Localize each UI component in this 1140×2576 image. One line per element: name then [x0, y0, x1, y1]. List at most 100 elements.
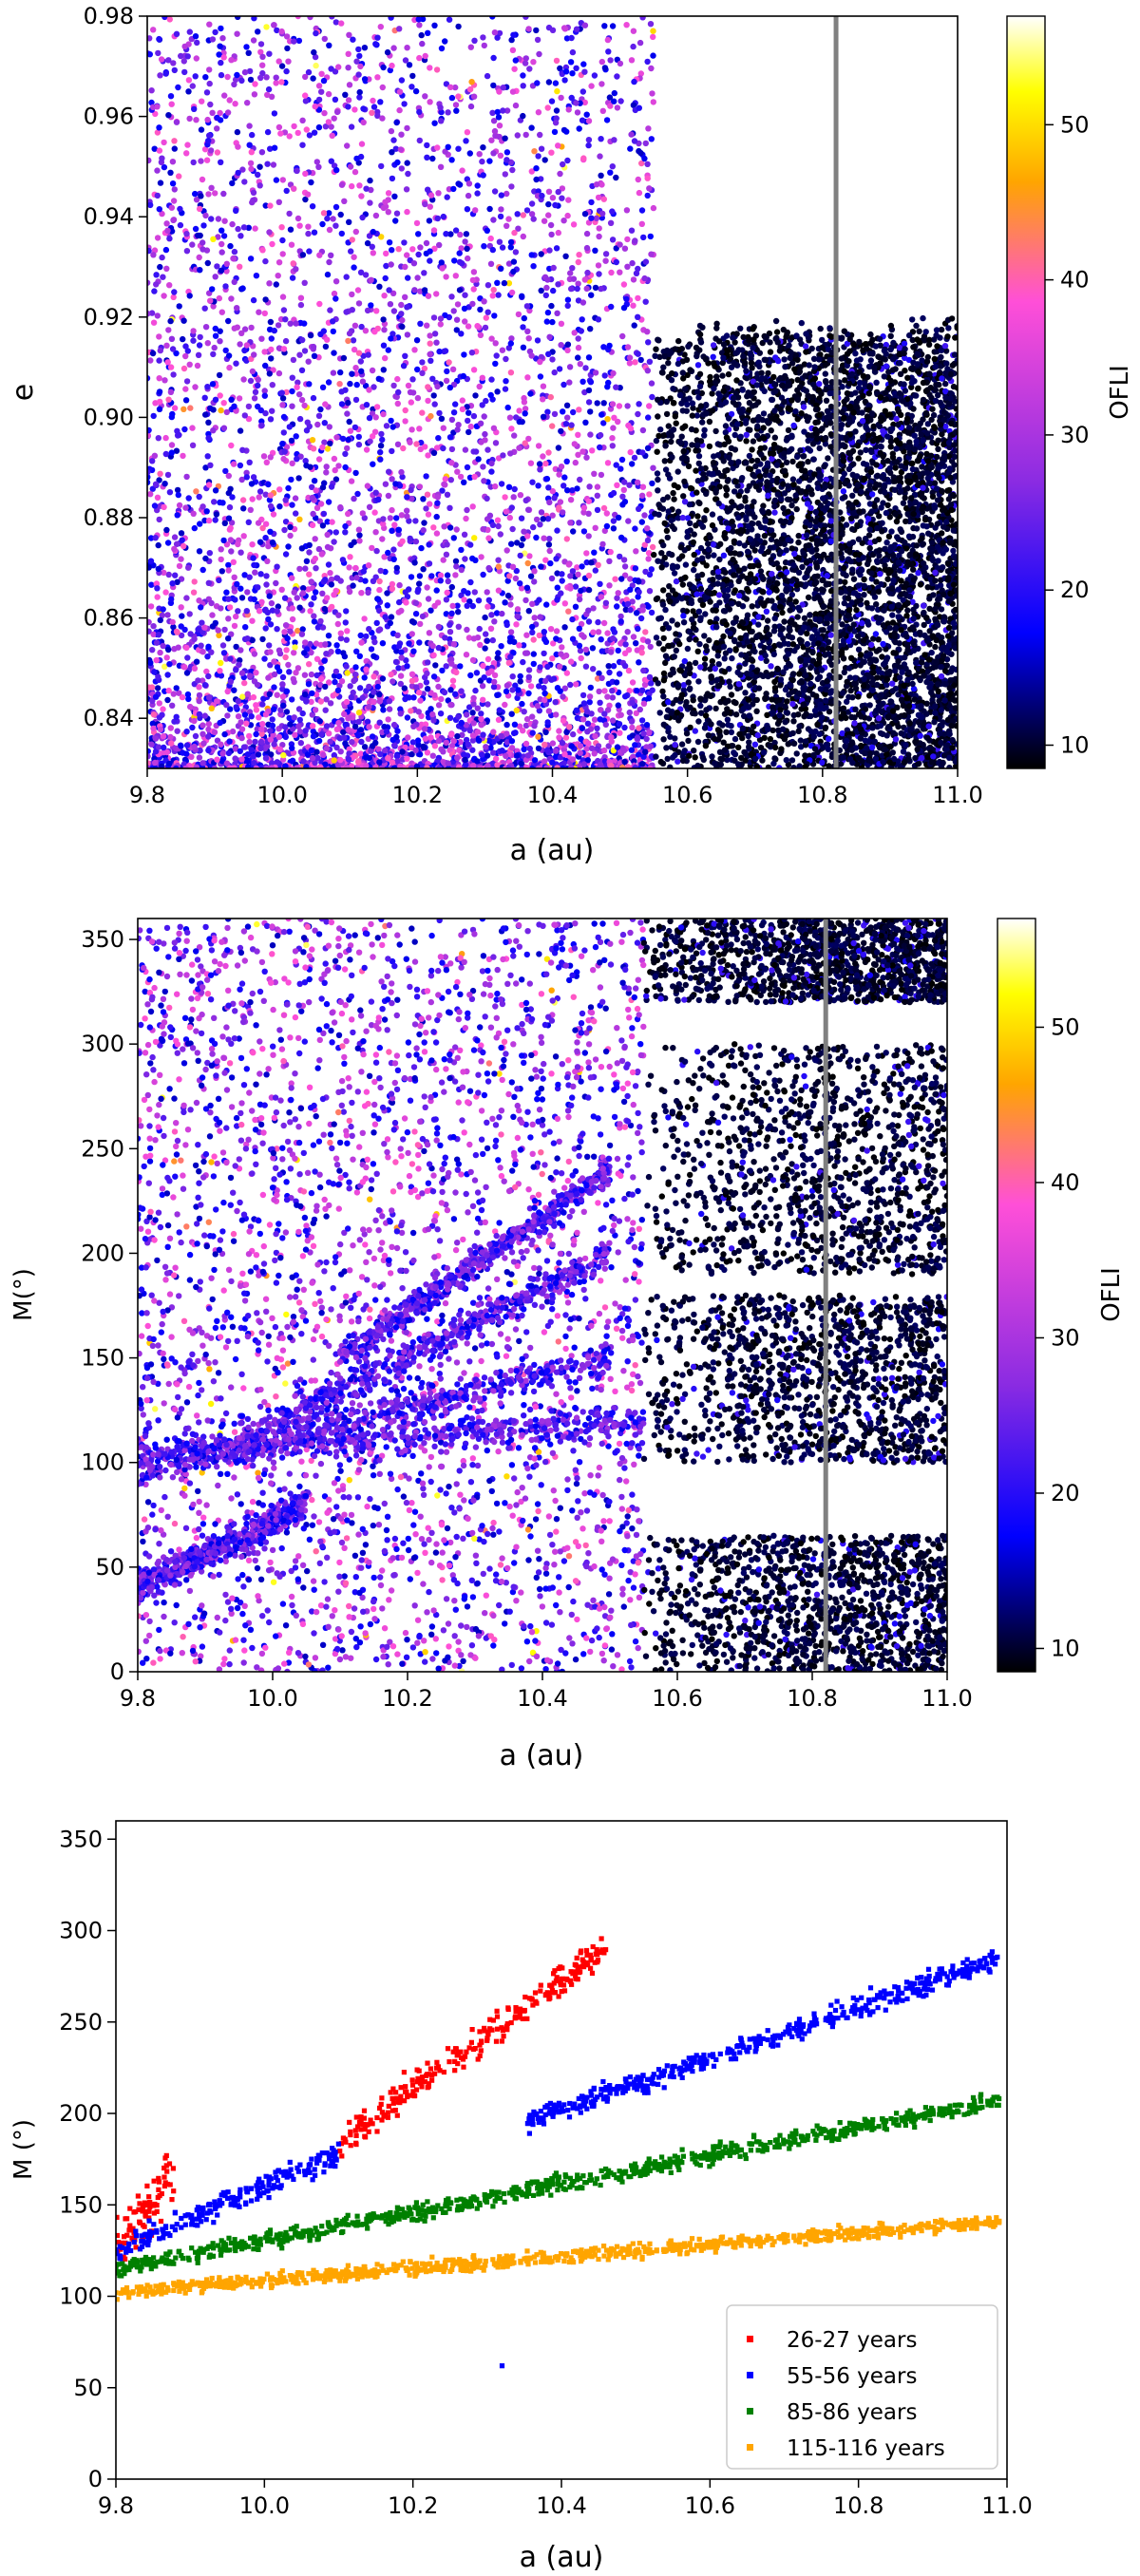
data-point	[351, 254, 357, 260]
data-point	[510, 494, 517, 501]
data-point	[385, 190, 392, 197]
data-point	[621, 650, 629, 656]
data-point	[384, 48, 391, 56]
data-point	[205, 720, 212, 728]
data-point	[381, 327, 388, 333]
data-point	[608, 734, 615, 741]
data-point	[461, 597, 467, 603]
data-point	[523, 584, 531, 591]
data-point	[386, 706, 393, 712]
data-point	[431, 602, 438, 610]
data-point	[313, 29, 319, 37]
data-point	[231, 574, 238, 580]
data-point	[558, 427, 564, 435]
data-point	[542, 460, 549, 467]
data-point	[206, 80, 213, 87]
data-point	[354, 490, 361, 498]
data-point	[147, 157, 152, 164]
data-point	[370, 228, 376, 236]
data-point	[374, 112, 381, 120]
data-point	[466, 180, 473, 187]
data-point	[255, 171, 261, 179]
data-point	[559, 578, 565, 584]
data-point	[598, 285, 604, 293]
data-point	[325, 633, 332, 639]
data-point	[592, 567, 598, 574]
data-point	[424, 686, 431, 692]
data-point	[595, 262, 602, 269]
data-point	[519, 293, 525, 299]
data-point	[533, 165, 540, 172]
data-point	[580, 155, 587, 161]
data-point	[610, 663, 618, 670]
data-point	[620, 557, 628, 563]
data-point	[535, 733, 542, 740]
data-point	[528, 168, 535, 175]
data-point	[220, 49, 227, 56]
data-point	[624, 263, 631, 270]
data-point	[648, 566, 655, 573]
data-point	[202, 464, 209, 471]
data-point	[226, 364, 233, 371]
data-point	[579, 316, 585, 323]
data-point	[480, 662, 486, 670]
data-point	[387, 301, 394, 308]
data-point	[330, 216, 336, 222]
data-point	[621, 662, 629, 670]
data-point	[376, 283, 383, 290]
data-point	[346, 564, 352, 571]
data-point	[409, 739, 416, 746]
data-point	[513, 707, 520, 714]
data-point	[528, 252, 535, 258]
data-point	[257, 74, 264, 82]
data-point	[482, 437, 488, 444]
data-point	[533, 516, 541, 523]
data-point	[627, 576, 634, 582]
data-point	[489, 246, 496, 254]
data-point	[434, 500, 441, 506]
data-point	[292, 495, 299, 502]
data-point	[462, 318, 468, 325]
data-point	[391, 193, 398, 199]
data-point	[243, 44, 250, 50]
data-point	[402, 407, 408, 414]
data-point	[278, 224, 285, 231]
data-point	[370, 461, 376, 467]
data-point	[507, 244, 514, 251]
data-point	[579, 725, 586, 731]
data-point	[180, 542, 187, 550]
data-point	[165, 112, 172, 119]
data-point	[167, 364, 175, 370]
data-point	[440, 557, 446, 563]
data-point	[370, 250, 376, 256]
data-point	[427, 350, 433, 358]
data-point	[201, 682, 209, 689]
data-point	[585, 572, 593, 579]
data-point	[172, 572, 179, 578]
data-point	[485, 737, 493, 745]
data-point	[218, 568, 225, 575]
data-point	[553, 57, 560, 65]
data-point	[310, 510, 316, 518]
data-point	[239, 285, 246, 292]
data-point	[354, 732, 362, 739]
data-point	[276, 259, 283, 266]
data-point	[210, 303, 217, 310]
data-point	[628, 227, 636, 234]
data-point	[416, 483, 424, 490]
data-point	[376, 586, 383, 594]
data-point	[344, 142, 351, 149]
data-point	[625, 518, 632, 524]
data-point	[619, 502, 626, 508]
data-point	[305, 358, 312, 365]
data-point	[216, 577, 222, 584]
data-point	[310, 723, 316, 729]
data-point	[308, 179, 314, 186]
data-point	[525, 608, 532, 615]
data-point	[650, 99, 656, 105]
data-point	[564, 341, 572, 348]
data-point	[446, 524, 454, 531]
data-point	[425, 596, 432, 602]
data-point	[400, 363, 408, 369]
data-point	[523, 632, 530, 638]
